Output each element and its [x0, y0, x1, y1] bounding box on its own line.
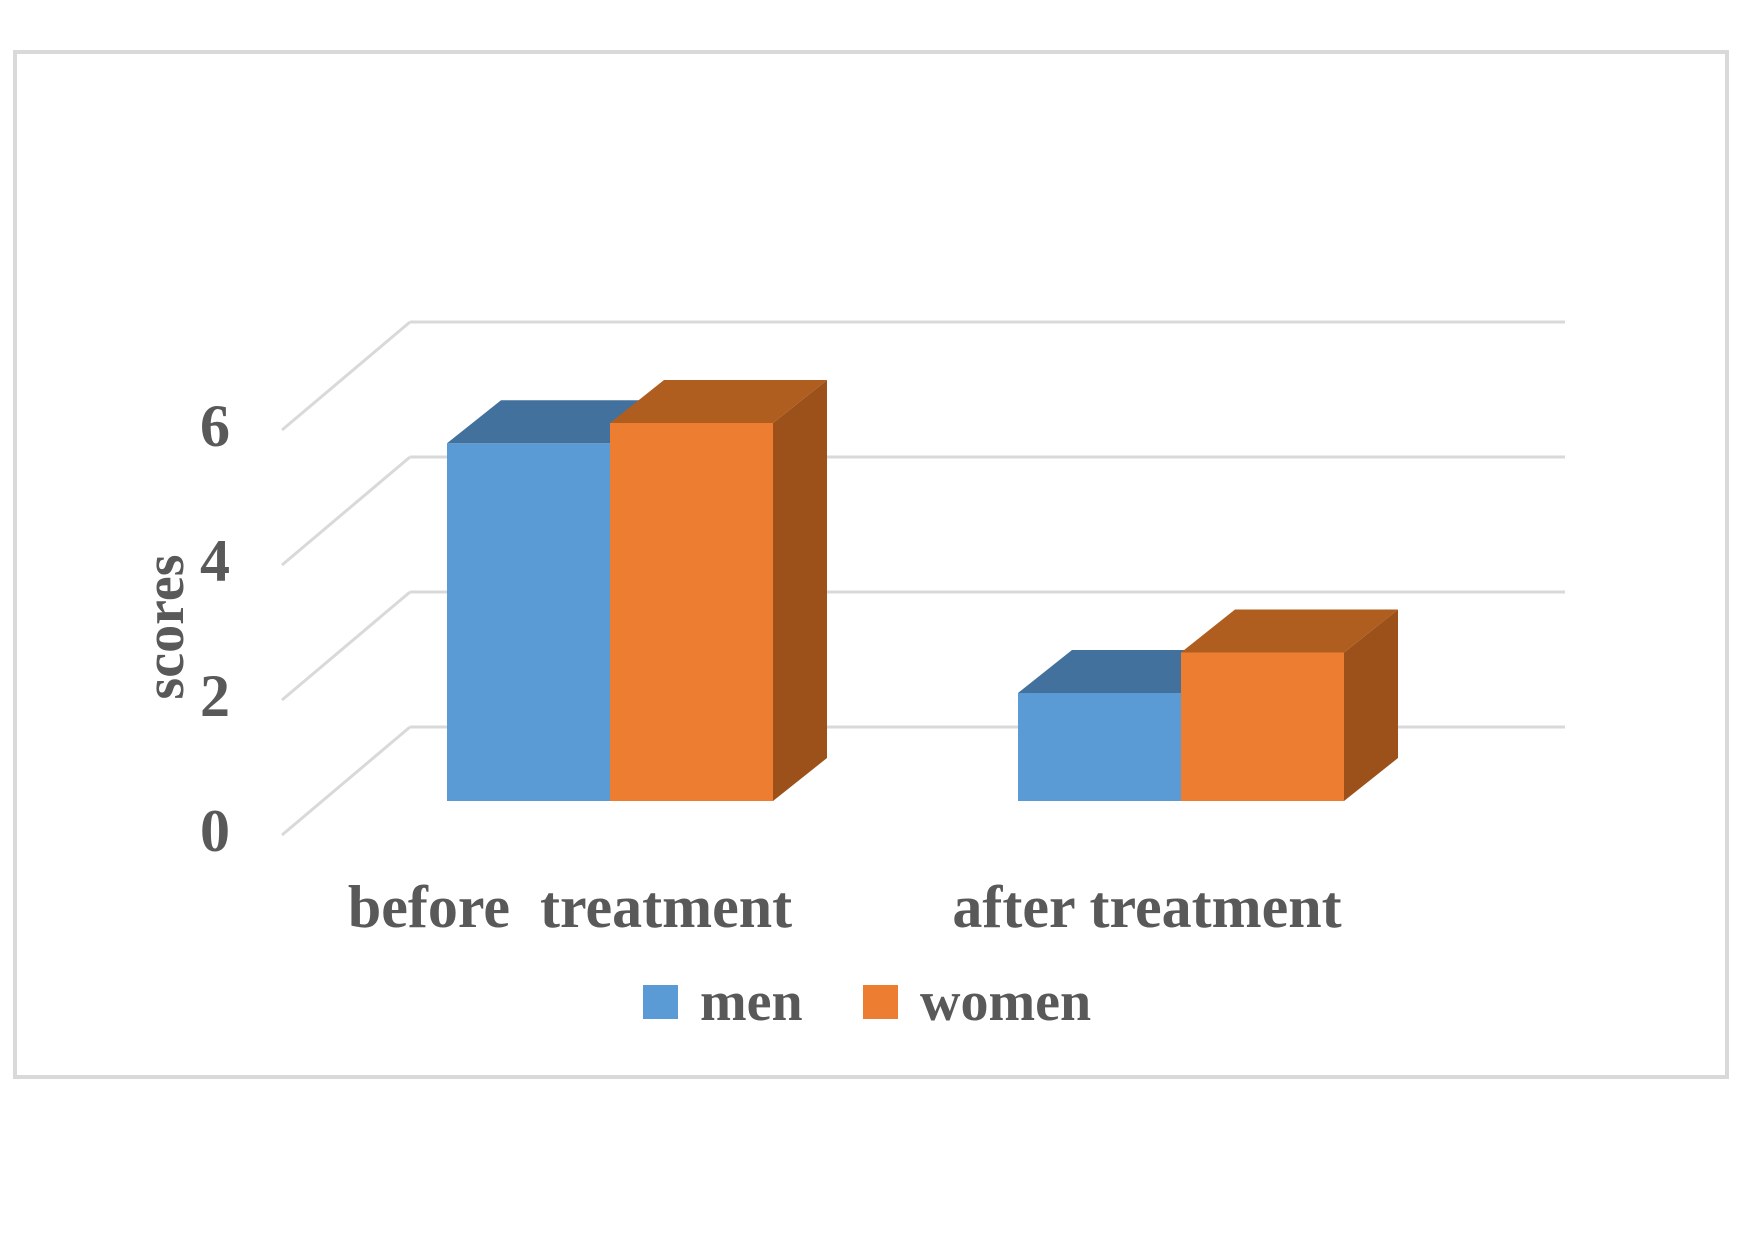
- category-label-after-treatment: after treatment: [952, 874, 1341, 940]
- bar-women-0-top: [610, 380, 827, 423]
- legend-label-men: men: [700, 971, 803, 1033]
- category-label-before-treatment: before treatment: [348, 874, 792, 940]
- y-axis-title: scores: [134, 554, 196, 699]
- panel-border: [13, 50, 1729, 1079]
- legend-swatch-men: [643, 985, 678, 1019]
- bar-men-0-top: [447, 400, 664, 444]
- bar-women-1-side: [1344, 609, 1398, 801]
- bar-group: [447, 380, 1398, 801]
- legend-label-women: women: [920, 971, 1091, 1033]
- bar-men-0-front: [447, 443, 610, 801]
- gridline-diagonal-0: [281, 725, 411, 837]
- y-tick-label-6: 6: [200, 393, 230, 459]
- bar-women-0-side: [773, 380, 827, 801]
- bar-men-1-front: [1018, 693, 1181, 801]
- y-tick-label-0: 0: [200, 798, 230, 864]
- legend: men women: [643, 971, 1091, 1033]
- y-tick-label-4: 4: [200, 528, 230, 594]
- bar-women-0-front: [610, 423, 773, 801]
- bar-women-1-front: [1181, 652, 1344, 801]
- gridline-diagonal-4: [281, 455, 411, 567]
- bar-women-1-top: [1181, 609, 1398, 653]
- y-tick-label-2: 2: [200, 663, 230, 729]
- bar-men-1-top: [1018, 650, 1235, 693]
- gridline-diagonal-6: [281, 320, 411, 432]
- gridline-diagonal-2: [281, 590, 411, 702]
- legend-swatch-women: [863, 985, 898, 1019]
